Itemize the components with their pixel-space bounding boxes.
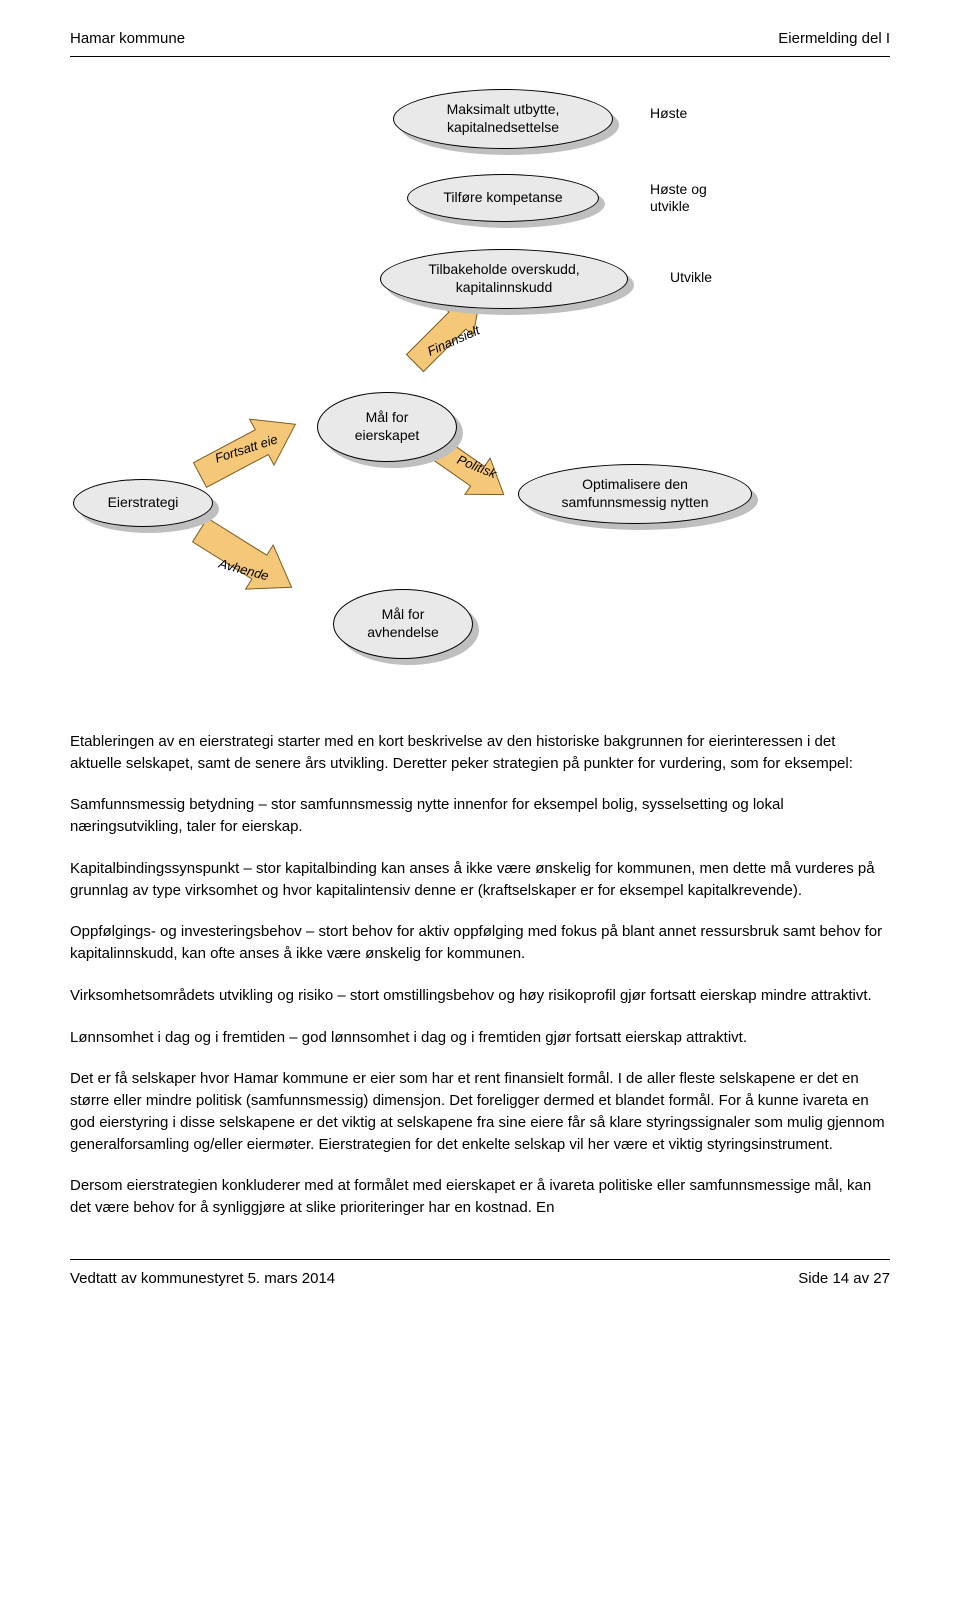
paragraph: Kapitalbindingssynspunkt – stor kapitalb… [70,858,890,902]
node-mal-for-avhendelse: Mål foravhendelse [333,589,473,659]
top-divider [70,56,890,57]
node-eierstrategi: Eierstrategi [73,479,213,527]
label-hoste: Høste [650,105,687,123]
footer-left: Vedtatt av kommunestyret 5. mars 2014 [70,1268,335,1290]
node-maksimalt-utbytte: Maksimalt utbytte,kapitalnedsettelse [393,89,613,149]
node-tilfore-kompetanse: Tilføre kompetanse [407,174,599,222]
bottom-divider [70,1259,890,1260]
paragraph: Etableringen av en eierstrategi starter … [70,731,890,775]
paragraph: Virksomhetsområdets utvikling og risiko … [70,985,890,1007]
header-left: Hamar kommune [70,28,185,50]
node-mal-for-eierskapet: Mål foreierskapet [317,392,457,462]
node-tilbakeholde-overskudd: Tilbakeholde overskudd,kapitalinnskudd [380,249,628,309]
body-text: Etableringen av en eierstrategi starter … [70,731,890,1219]
paragraph: Det er få selskaper hvor Hamar kommune e… [70,1068,890,1155]
paragraph: Oppfølgings- og investeringsbehov – stor… [70,921,890,965]
paragraph: Lønnsomhet i dag og i fremtiden – god lø… [70,1027,890,1049]
label-hoste-og-utvikle: Høste ogutvikle [650,181,707,216]
footer-right: Side 14 av 27 [798,1268,890,1290]
strategy-diagram: Maksimalt utbytte,kapitalnedsettelse Høs… [70,85,890,695]
node-optimalisere: Optimalisere densamfunnsmessig nytten [518,464,752,524]
header-right: Eiermelding del I [778,28,890,50]
paragraph: Samfunnsmessig betydning – stor samfunns… [70,794,890,838]
paragraph: Dersom eierstrategien konkluderer med at… [70,1175,890,1219]
label-utvikle: Utvikle [670,269,712,287]
